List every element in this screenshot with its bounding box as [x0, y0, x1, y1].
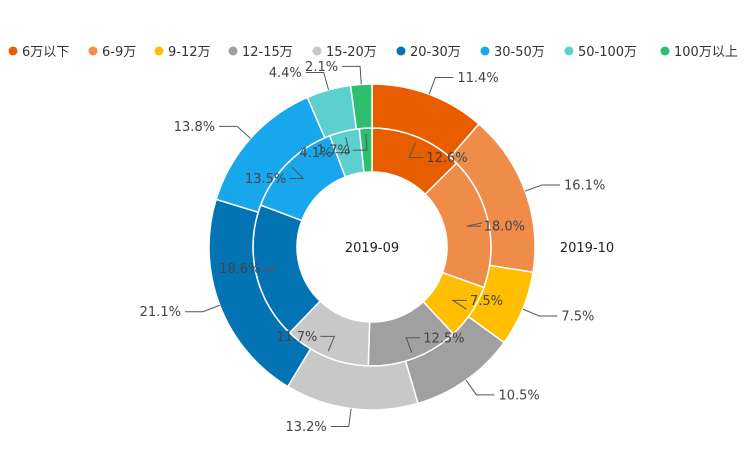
data-label: 13.5%	[245, 172, 286, 187]
legend-marker	[8, 46, 18, 56]
label-leader	[261, 267, 278, 273]
data-label: 7.5%	[470, 294, 503, 309]
label-leader	[524, 184, 561, 192]
data-label: 11.7%	[276, 330, 317, 345]
data-label: 12.6%	[426, 151, 467, 166]
series-names: 2019-09 2019-10	[345, 241, 614, 256]
legend-label: 50-100万	[578, 45, 637, 60]
label-leader	[451, 299, 467, 310]
legend-marker	[564, 46, 574, 56]
data-label: 13.2%	[285, 420, 326, 435]
label-leader	[466, 222, 483, 227]
label-leader	[342, 65, 362, 85]
series-name-outer: 2019-10	[560, 241, 614, 256]
data-label: 18.0%	[484, 220, 525, 235]
legend-item[interactable]: 9-12万	[154, 45, 211, 60]
label-leader	[465, 379, 495, 396]
legend-marker	[660, 46, 670, 56]
data-label: 11.4%	[457, 71, 498, 86]
legend-item[interactable]: 100万以上	[660, 45, 738, 60]
label-leader	[184, 304, 220, 313]
legend-marker	[154, 46, 164, 56]
data-label: 2.1%	[305, 60, 338, 75]
donut-slice-outer[interactable]	[349, 83, 373, 130]
legend-item[interactable]: 15-20万	[312, 45, 377, 60]
data-label: 10.5%	[498, 388, 539, 403]
legend-item[interactable]: 6-9万	[88, 45, 137, 60]
legend-marker	[396, 46, 406, 56]
series-name-inner: 2019-09	[345, 241, 399, 256]
data-label: 7.5%	[561, 309, 594, 324]
legend-item[interactable]: 30-50万	[480, 45, 545, 60]
label-leader	[428, 76, 454, 95]
label-leader	[522, 308, 558, 317]
legend-label: 6-9万	[102, 45, 136, 60]
legend: 6万以下 6-9万 9-12万 12-15万 15-20万 20-30万 30-50万 50-…	[8, 45, 738, 60]
legend-label: 30-50万	[494, 45, 545, 60]
label-leader	[330, 408, 352, 428]
legend-item[interactable]: 20-30万	[396, 45, 461, 60]
data-label: 4.4%	[269, 66, 302, 81]
data-label: 16.1%	[564, 178, 605, 193]
legend-item[interactable]: 50-100万	[564, 45, 638, 60]
legend-item[interactable]: 12-15万	[228, 45, 293, 60]
legend-item[interactable]: 6万以下	[8, 45, 70, 60]
donut-rings	[208, 83, 536, 411]
label-leader	[408, 142, 424, 158]
legend-marker	[228, 46, 238, 56]
legend-label: 15-20万	[326, 45, 377, 60]
legend-label: 12-15万	[242, 45, 293, 60]
data-label: 4.1%	[299, 146, 332, 161]
legend-label: 100万以上	[674, 45, 738, 60]
data-label: 12.5%	[423, 331, 464, 346]
legend-label: 9-12万	[168, 45, 211, 60]
legend-marker	[312, 46, 322, 56]
legend-marker	[88, 46, 98, 56]
label-leader	[289, 166, 305, 180]
data-label: 1.7%	[317, 144, 350, 159]
label-leader	[405, 337, 421, 353]
data-label: 13.8%	[174, 120, 215, 135]
label-leader	[352, 134, 368, 151]
legend-marker	[480, 46, 490, 56]
data-labels: 12.6% 18.0% 7.5% 12.5% 11.7% 18.6% 13.5% 4.1%1.…	[140, 60, 606, 435]
legend-label: 6万以下	[22, 45, 69, 60]
label-leader	[320, 335, 336, 352]
label-leader	[219, 125, 251, 139]
label-leader	[335, 136, 351, 154]
data-label: 18.6%	[219, 262, 260, 277]
data-label: 21.1%	[140, 305, 181, 320]
legend-label: 20-30万	[410, 45, 461, 60]
label-leader	[305, 72, 330, 91]
